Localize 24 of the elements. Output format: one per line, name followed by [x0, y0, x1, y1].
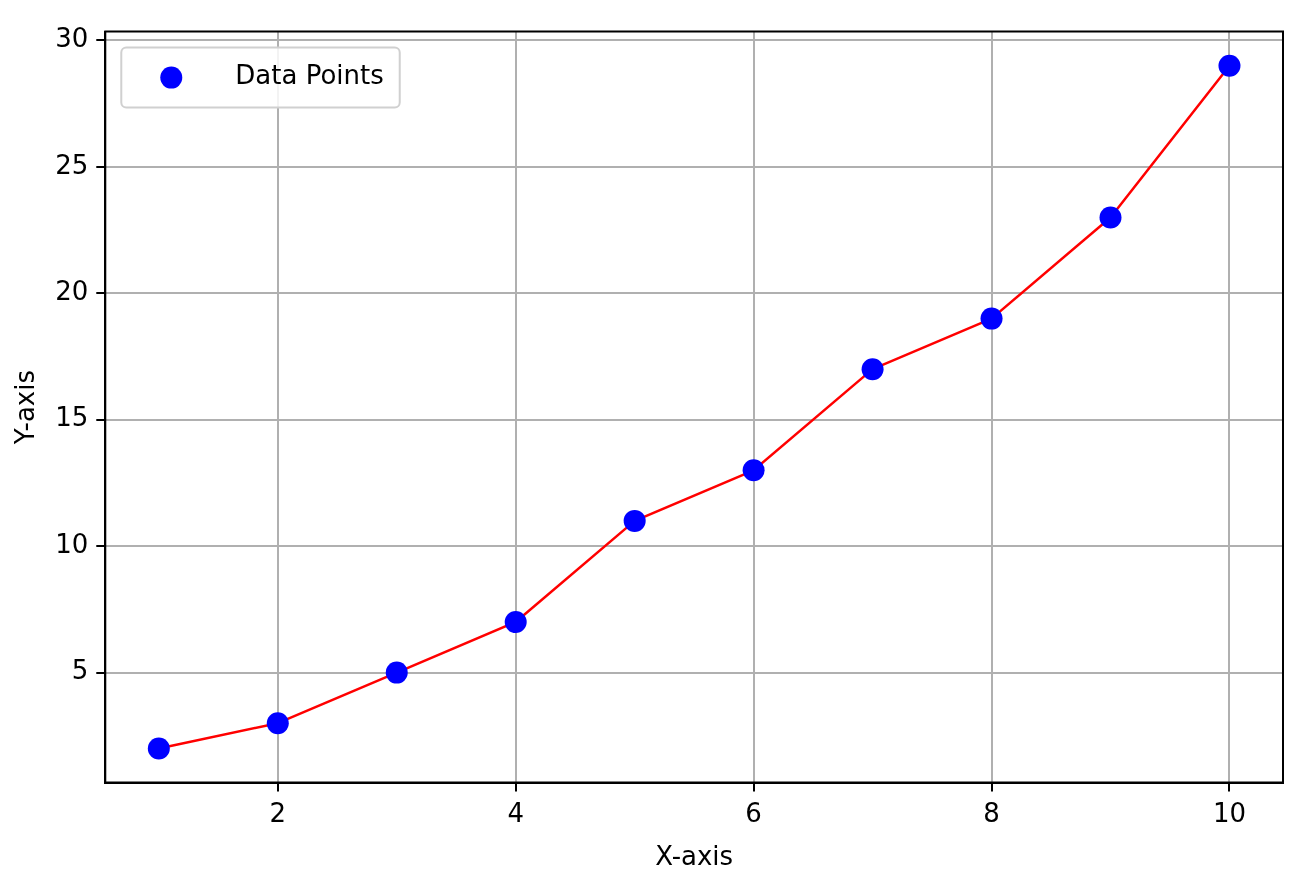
point: [623, 509, 646, 532]
point: [1218, 54, 1241, 77]
legend-label: Data Points: [235, 60, 384, 91]
point: [504, 611, 527, 634]
x-tick-label: 4: [507, 797, 524, 828]
x-tick-label: 6: [745, 797, 762, 828]
y-tick-label: 15: [55, 402, 89, 433]
point: [266, 712, 289, 735]
point: [861, 358, 884, 381]
y-tick-label: 20: [55, 276, 89, 307]
y-tick-label: 25: [55, 149, 89, 180]
y-axis-title: Y-axis: [10, 369, 41, 446]
y-tick-label: 5: [71, 655, 89, 686]
point: [147, 737, 170, 760]
point: [742, 459, 765, 482]
x-tick-label: 10: [1212, 797, 1247, 828]
point: [1099, 206, 1122, 229]
x-tick-label: 2: [269, 797, 287, 828]
y-tick-label: 10: [55, 528, 89, 559]
point: [980, 307, 1003, 330]
y-tick-label: 30: [55, 23, 89, 54]
x-tick-label: 8: [983, 797, 1000, 828]
x-axis-title: X-axis: [655, 841, 734, 872]
point: [385, 661, 408, 684]
